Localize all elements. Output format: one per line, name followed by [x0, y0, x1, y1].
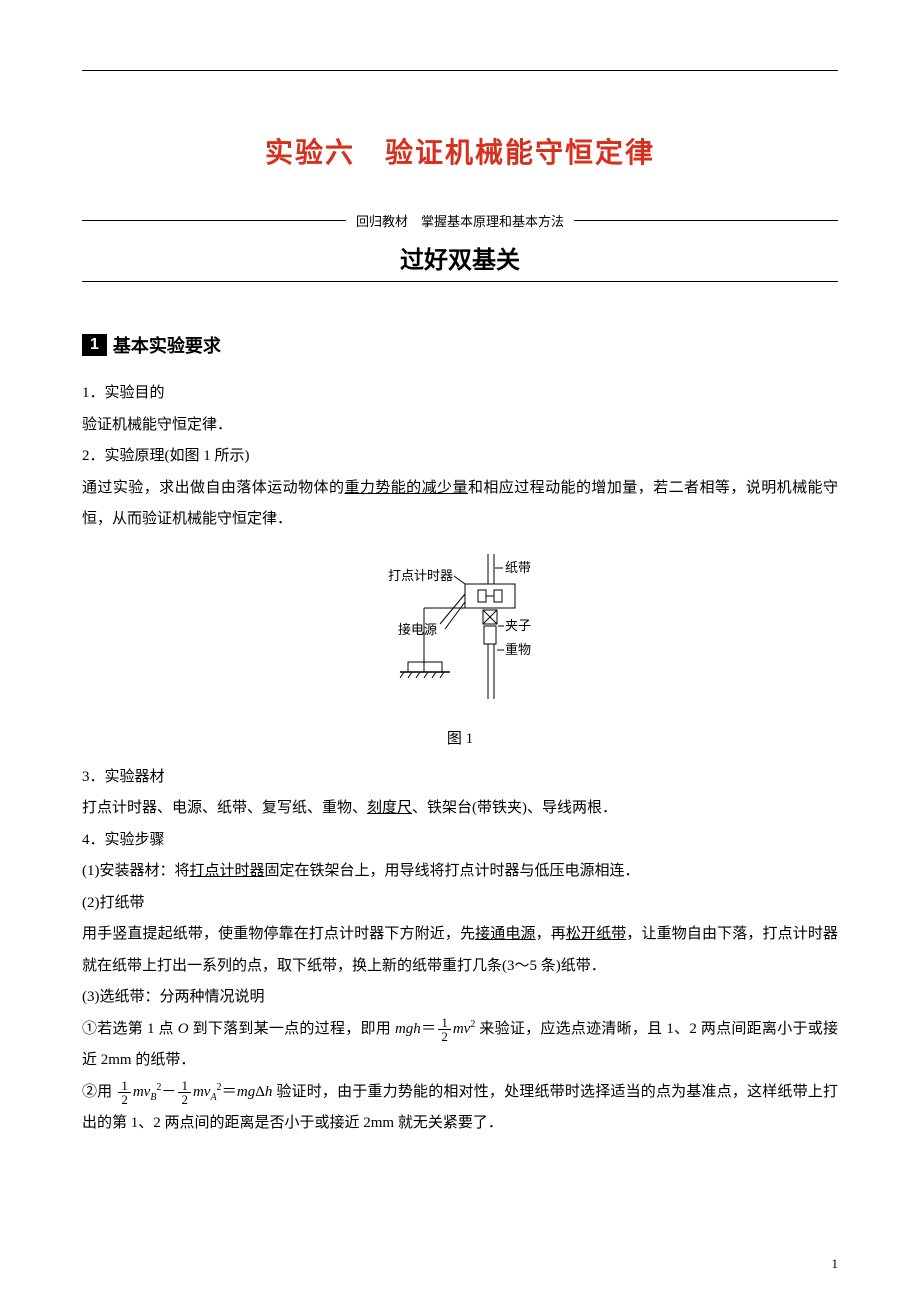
t-4-3-1-mgh: mgh	[395, 1021, 421, 1037]
item-1-label: 1．实验目的	[82, 378, 838, 410]
item-4-3-1: ①若选第 1 点 O 到下落到某一点的过程，即用 mgh＝12mv2 来验证，应…	[82, 1014, 838, 1077]
subtitle-row: 回归教材 掌握基本原理和基本方法	[82, 211, 838, 230]
frac-half-1: 12	[438, 1016, 451, 1043]
tape-label: 纸带	[505, 560, 531, 575]
item-4-2-u2: 松开纸带	[566, 926, 626, 942]
item-4-3-2: ②用 12mvB2－12mvA2＝mgΔh 验证时，由于重力势能的相对性，处理纸…	[82, 1077, 838, 1140]
item-2-body-u: 重力势能的减少量	[344, 480, 468, 496]
item-4-2-u1: 接通电源	[475, 926, 535, 942]
page-title: 实验六 验证机械能守恒定律	[82, 131, 838, 171]
item-3-body: 打点计时器、电源、纸带、复写纸、重物、刻度尺、铁架台(带铁夹)、导线两根．	[82, 793, 838, 825]
subtitle-underline	[82, 281, 838, 282]
subtitle-line-right	[574, 220, 838, 221]
item-4-1-a: (1)安装器材：将	[82, 863, 190, 879]
item-4-3-label: (3)选纸带：分两种情况说明	[82, 982, 838, 1014]
sub-A: A	[210, 1092, 216, 1103]
top-rule	[82, 70, 838, 71]
timer-label: 打点计时器	[388, 568, 453, 583]
item-4-2-body: 用手竖直提起纸带，使重物停靠在打点计时器下方附近，先接通电源，再松开纸带，让重物…	[82, 919, 838, 982]
figure-1: 纸带 打点计时器 接电源 夹子 重物	[82, 554, 838, 719]
section-header: 1 基本实验要求	[82, 332, 838, 358]
item-2-label: 2．实验原理(如图 1 所示)	[82, 441, 838, 473]
figure-1-caption: 图 1	[82, 727, 838, 748]
t-4-3-1-b: 到下落到某一点的过程，即用	[189, 1021, 395, 1037]
item-4-label: 4．实验步骤	[82, 825, 838, 857]
item-3-label: 3．实验器材	[82, 762, 838, 794]
mvb: mv	[133, 1084, 151, 1100]
t-4-3-1-eq: ＝	[421, 1021, 437, 1037]
item-2-body: 通过实验，求出做自由落体运动物体的重力势能的减少量和相应过程动能的增加量，若二者…	[82, 473, 838, 536]
item-3-body-b: 、铁架台(带铁夹)、导线两根．	[412, 800, 617, 816]
t-4-3-2-mg: mg	[237, 1084, 255, 1100]
page-number: 1	[832, 1256, 839, 1272]
item-4-2-a: 用手竖直提起纸带，使重物停靠在打点计时器下方附近，先	[82, 926, 475, 942]
document-page: 实验六 验证机械能守恒定律 回归教材 掌握基本原理和基本方法 过好双基关 1 基…	[0, 0, 920, 1302]
item-4-1-b: 固定在铁架台上，用导线将打点计时器与低压电源相连．	[265, 863, 640, 879]
apparatus-diagram: 纸带 打点计时器 接电源 夹子 重物	[370, 554, 550, 714]
frac-half-2: 12	[118, 1079, 131, 1106]
mva: mv	[193, 1084, 211, 1100]
weight-label: 重物	[505, 642, 531, 657]
item-4-2-mid: ，再	[536, 926, 566, 942]
item-4-2-label: (2)打纸带	[82, 888, 838, 920]
item-4-1: (1)安装器材：将打点计时器固定在铁架台上，用导线将打点计时器与低压电源相连．	[82, 856, 838, 888]
item-4-1-u: 打点计时器	[190, 863, 265, 879]
item-1-body: 验证机械能守恒定律．	[82, 410, 838, 442]
t-4-3-1-O: O	[178, 1021, 189, 1037]
section-title: 基本实验要求	[113, 332, 221, 358]
sup-2-b: 2	[156, 1082, 161, 1093]
subtitle-bold: 过好双基关	[82, 240, 838, 275]
t-4-3-2-mid: ＝	[222, 1084, 237, 1100]
t-4-3-1-mv: mv	[453, 1021, 471, 1037]
t-4-3-2-a: ②用	[82, 1084, 116, 1100]
item-3-body-a: 打点计时器、电源、纸带、复写纸、重物、	[82, 800, 367, 816]
t-4-3-2-dh: Δ	[255, 1084, 265, 1100]
subtitle-line-left	[82, 220, 346, 221]
item-2-body-a: 通过实验，求出做自由落体运动物体的	[82, 480, 344, 496]
item-3-body-u: 刻度尺	[367, 800, 412, 816]
power-label: 接电源	[398, 622, 437, 637]
sub-B: B	[150, 1092, 156, 1103]
frac-half-3: 12	[178, 1079, 191, 1106]
subtitle-small: 回归教材 掌握基本原理和基本方法	[346, 211, 574, 230]
section-badge: 1	[82, 334, 107, 356]
t-4-3-1-a: ①若选第 1 点	[82, 1021, 178, 1037]
clip-label: 夹子	[505, 618, 531, 633]
